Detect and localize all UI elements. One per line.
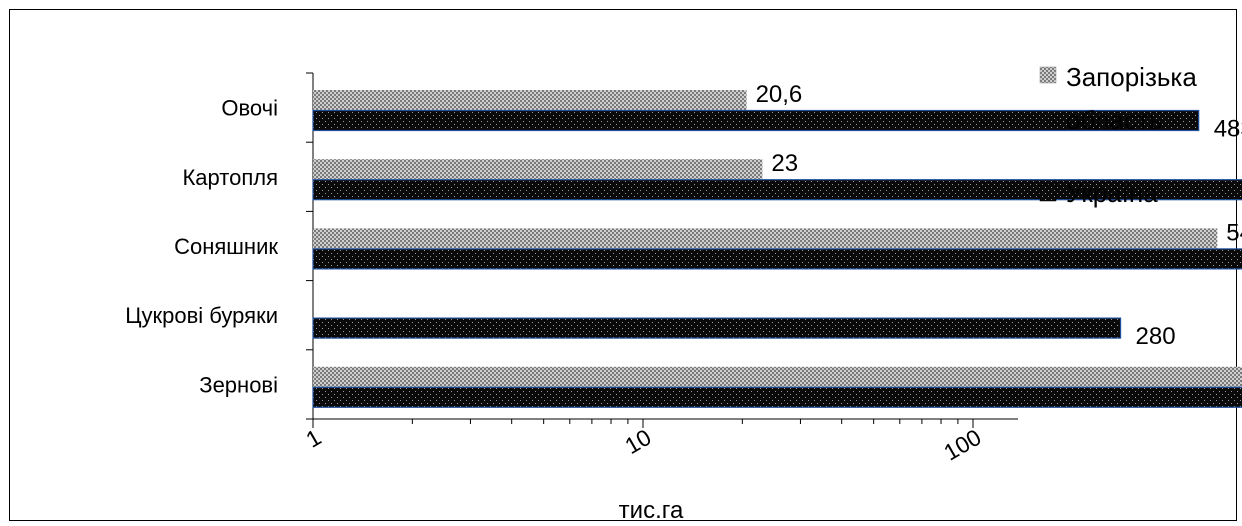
category-label: Цукрові буряки bbox=[125, 303, 278, 328]
data-label-ukraina: 280 bbox=[1136, 323, 1176, 350]
bar-ukraina bbox=[312, 109, 1200, 132]
category-label: Овочі bbox=[221, 96, 278, 121]
legend-label-ukraina: Україна bbox=[1066, 178, 1158, 208]
legend-swatch-ukraina bbox=[1039, 184, 1057, 202]
bar-zaporizka bbox=[313, 159, 763, 180]
bar-zaporizka bbox=[313, 366, 1242, 387]
category-labels: Овочі Картопля Соняшник Цукрові буряки Зерно… bbox=[125, 96, 278, 398]
legend: Запорізька область Україна bbox=[1039, 62, 1197, 208]
bar-ukraina bbox=[312, 317, 1122, 339]
data-label-zaporizka: 23 bbox=[771, 150, 798, 177]
tick-marks bbox=[306, 72, 974, 428]
bars bbox=[312, 90, 1242, 408]
bar-zaporizka bbox=[313, 228, 1218, 249]
x-tick-label: 100 bbox=[939, 424, 985, 466]
x-tick-label: 1 bbox=[301, 424, 325, 453]
bar-ukraina bbox=[312, 179, 1242, 201]
tick-labels: 110100100010000 bbox=[301, 424, 985, 466]
category-label: Картопля bbox=[182, 165, 278, 190]
legend-label-zaporizka-line2: область bbox=[1066, 105, 1162, 135]
data-label-zaporizka: 20,6 bbox=[756, 81, 803, 108]
x-axis-title: тис.га bbox=[619, 497, 684, 524]
category-label: Соняшник bbox=[174, 234, 278, 259]
data-label-zaporizka: 549,9 bbox=[1226, 219, 1242, 246]
x-tick-label: 10 bbox=[620, 424, 655, 459]
bar-zaporizka bbox=[313, 90, 747, 110]
legend-label-zaporizka-line1: Запорізька bbox=[1066, 62, 1197, 92]
category-label: Зернові bbox=[199, 372, 278, 397]
bar-ukraina bbox=[312, 386, 1242, 408]
data-label-ukraina: 483 bbox=[1214, 116, 1242, 143]
data-labels: 20,6483231388549,9502128090616210 bbox=[756, 81, 1242, 350]
bar-ukraina bbox=[312, 248, 1242, 270]
legend-swatch-zaporizka bbox=[1039, 66, 1057, 84]
